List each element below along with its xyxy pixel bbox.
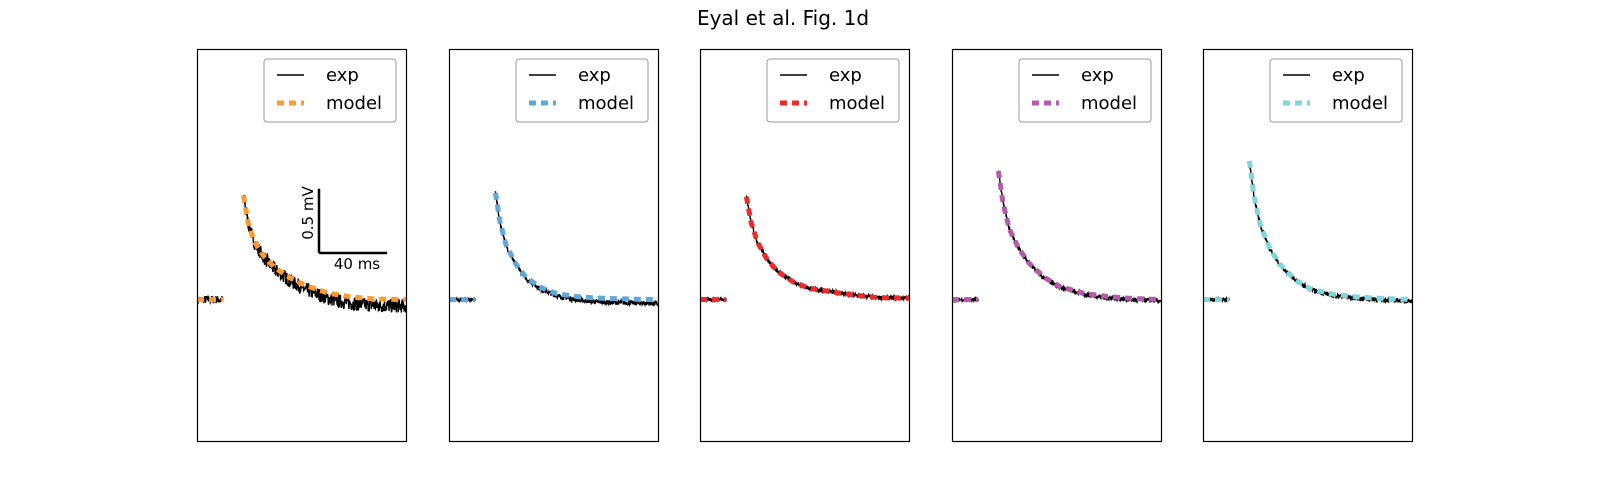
- legend: exp model: [1018, 58, 1152, 123]
- model-trace-response: [240, 195, 406, 303]
- legend: exp model: [515, 58, 649, 123]
- model-trace-response: [492, 192, 658, 303]
- legend: exp model: [1269, 58, 1403, 123]
- exp-trace-response: [745, 195, 909, 302]
- panel-4: exp model: [951, 48, 1163, 443]
- exp-trace-response: [997, 170, 1161, 305]
- plot-area: [197, 194, 406, 313]
- panel-frame: [448, 48, 660, 443]
- model-trace-response: [743, 196, 909, 301]
- legend-exp-label: exp: [1332, 65, 1365, 86]
- scale-bar-time-label: 40 ms: [334, 255, 380, 273]
- panel-1: exp model 0.5 mV 40 ms: [196, 48, 408, 443]
- exp-trace-response: [494, 191, 658, 308]
- legend-model-label: model: [326, 93, 382, 114]
- legend: exp model: [766, 58, 900, 123]
- panel-frame: [951, 48, 1163, 443]
- plot-area: [700, 195, 909, 304]
- panels-group: exp model 0.5 mV 40 ms exp model exp model exp mo…: [196, 48, 1414, 443]
- panel-3: exp model: [699, 48, 911, 443]
- panel-5: exp model: [1202, 48, 1414, 443]
- legend-model-label: model: [578, 93, 634, 114]
- model-trace-response: [1246, 160, 1412, 303]
- scale-bar: 0.5 mV 40 ms: [299, 186, 388, 273]
- legend-model-label: model: [829, 93, 885, 114]
- model-trace-response: [995, 170, 1161, 303]
- legend-exp-label: exp: [1081, 65, 1114, 86]
- legend-exp-label: exp: [829, 65, 862, 86]
- plot-area: [449, 191, 658, 308]
- panel-2: exp model: [448, 48, 660, 443]
- panel-frame: [699, 48, 911, 443]
- legend-exp-label: exp: [578, 65, 611, 86]
- panel-frame: [1202, 48, 1414, 443]
- figure-title: Eyal et al. Fig. 1d: [697, 6, 869, 30]
- legend-exp-label: exp: [326, 65, 359, 86]
- plot-area: [1203, 160, 1412, 305]
- exp-trace-response: [1248, 161, 1412, 305]
- legend-model-label: model: [1081, 93, 1137, 114]
- legend: exp model: [263, 58, 397, 123]
- plot-area: [952, 170, 1161, 305]
- panel-frame: [196, 48, 408, 443]
- legend-model-label: model: [1332, 93, 1388, 114]
- scale-bar-voltage-label: 0.5 mV: [299, 186, 317, 240]
